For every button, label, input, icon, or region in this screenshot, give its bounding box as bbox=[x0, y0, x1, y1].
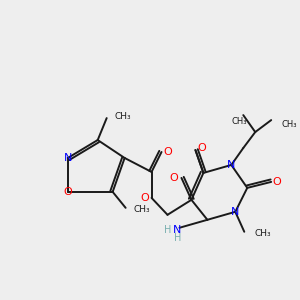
Text: CH₃: CH₃ bbox=[281, 120, 297, 129]
Text: N: N bbox=[227, 160, 236, 170]
Text: O: O bbox=[197, 143, 206, 153]
Text: O: O bbox=[273, 177, 282, 187]
Text: CH₃: CH₃ bbox=[134, 205, 150, 214]
Text: O: O bbox=[169, 173, 178, 183]
Text: H: H bbox=[164, 225, 172, 235]
Text: O: O bbox=[63, 187, 72, 197]
Text: CH₃: CH₃ bbox=[232, 117, 247, 126]
Text: N: N bbox=[231, 207, 239, 217]
Text: CH₃: CH₃ bbox=[254, 229, 271, 238]
Text: H: H bbox=[174, 233, 181, 243]
Text: O: O bbox=[163, 147, 172, 157]
Text: N: N bbox=[64, 153, 72, 163]
Text: O: O bbox=[140, 193, 149, 203]
Text: N: N bbox=[173, 225, 182, 235]
Text: CH₃: CH₃ bbox=[115, 112, 131, 121]
